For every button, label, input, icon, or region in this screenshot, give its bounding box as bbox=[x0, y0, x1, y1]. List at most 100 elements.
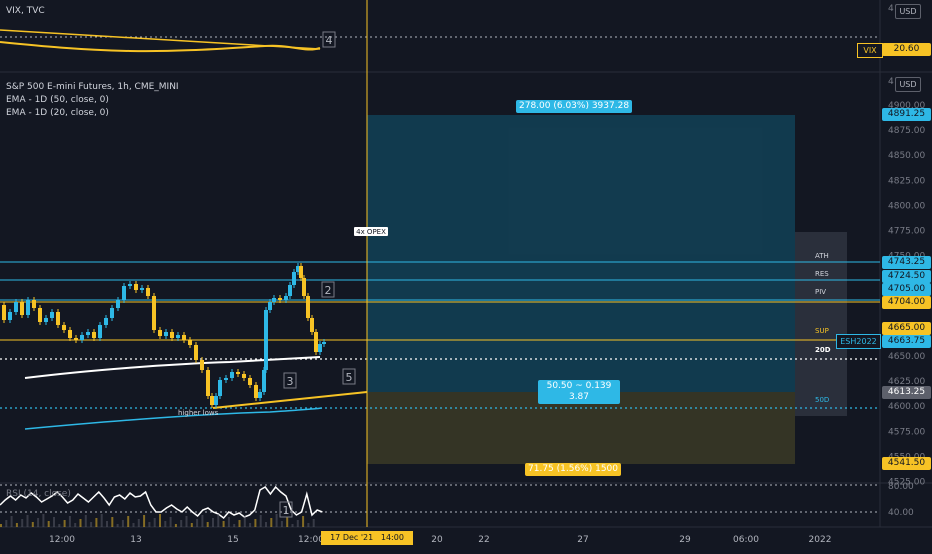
wave-marker-5[interactable]: 5 bbox=[342, 368, 356, 385]
time-axis-label: 13 bbox=[130, 535, 141, 545]
time-axis-label: 29 bbox=[679, 535, 691, 545]
candle bbox=[310, 318, 314, 332]
candle bbox=[214, 396, 218, 405]
profit-zone[interactable] bbox=[367, 115, 795, 392]
price-label-4665: 4665.00 bbox=[882, 322, 931, 335]
candle bbox=[224, 378, 228, 380]
volume-bar bbox=[31, 522, 34, 527]
main-axis-top-label: 4 bbox=[888, 77, 894, 87]
volume-bar bbox=[270, 518, 273, 527]
volume-bar bbox=[286, 517, 289, 527]
price-label-4541: 4541.50 bbox=[882, 457, 931, 470]
vix-last-price: 20.60 bbox=[882, 43, 931, 56]
volume-bar bbox=[143, 515, 146, 527]
volume-bar bbox=[227, 517, 230, 527]
candle bbox=[258, 392, 262, 398]
volume-bar bbox=[95, 518, 98, 527]
volume-bar bbox=[79, 519, 82, 527]
volume-bar bbox=[26, 515, 29, 527]
volume-bar bbox=[0, 524, 2, 527]
price-axis-tick: 4650.00 bbox=[888, 352, 925, 362]
volume-bar bbox=[21, 519, 24, 527]
price-axis-tick: 4575.00 bbox=[888, 427, 925, 437]
position-center-label[interactable]: 50.50 ~ 0.139 3.87 bbox=[538, 380, 620, 404]
candle bbox=[170, 332, 174, 338]
candle bbox=[110, 308, 114, 318]
volume-bar bbox=[275, 514, 278, 527]
main-currency-button[interactable]: USD bbox=[895, 77, 921, 92]
crosshair-time-label: 17 Dec '21 14:00 bbox=[321, 531, 413, 545]
candle bbox=[292, 272, 296, 285]
candle bbox=[20, 302, 24, 315]
volume-bar bbox=[185, 516, 188, 527]
time-axis[interactable]: 12:00 13 15 12:00 20 22 27 29 06:00 2022 bbox=[49, 535, 831, 545]
price-label-4704: 4704.00 bbox=[882, 296, 931, 309]
wave-marker-2[interactable]: 2 bbox=[321, 281, 335, 298]
candle bbox=[314, 332, 318, 352]
price-axis-tick: 4775.00 bbox=[888, 227, 925, 237]
volume-bar bbox=[254, 519, 257, 527]
candle bbox=[32, 300, 36, 308]
svg-text:3: 3 bbox=[287, 375, 294, 388]
wave-marker-1[interactable]: 1 bbox=[279, 501, 293, 518]
candle bbox=[182, 335, 186, 340]
indicator-ema-50[interactable]: EMA - 1D (50, close, 0) bbox=[6, 95, 109, 105]
stop-loss-label[interactable]: 71.75 (1.56%) 1500 bbox=[525, 463, 622, 476]
time-axis-label: 06:00 bbox=[733, 535, 759, 545]
volume-bar bbox=[238, 520, 241, 527]
position-center-line2: 3.87 bbox=[568, 392, 590, 402]
wave-marker-3[interactable]: 3 bbox=[283, 372, 297, 389]
wave-marker-4[interactable]: 4 bbox=[322, 31, 336, 48]
time-axis-label: 22 bbox=[478, 535, 489, 545]
volume-bar bbox=[100, 514, 103, 527]
volume-bar bbox=[63, 520, 66, 527]
price-axis-tick: 4800.00 bbox=[888, 201, 925, 211]
stop-zone[interactable] bbox=[367, 392, 795, 464]
higher-lows-trendline[interactable] bbox=[212, 391, 368, 409]
candle bbox=[230, 372, 234, 378]
higher-lows-label[interactable]: higher lows bbox=[178, 409, 219, 417]
volume-bar bbox=[164, 521, 167, 527]
volume-bar bbox=[302, 516, 305, 527]
candle bbox=[122, 286, 126, 300]
price-axis-tick: 4625.00 bbox=[888, 377, 925, 387]
volume-bar bbox=[307, 523, 310, 527]
candle bbox=[56, 312, 60, 325]
candle bbox=[262, 370, 266, 392]
opex-label[interactable]: 4x OPEX bbox=[354, 227, 388, 236]
volume-bar bbox=[37, 518, 40, 527]
volume-bar bbox=[212, 518, 214, 527]
candle bbox=[206, 370, 210, 396]
vix-currency-button[interactable]: USD bbox=[895, 4, 921, 19]
candle bbox=[272, 298, 276, 302]
candle bbox=[264, 310, 268, 370]
candle bbox=[254, 385, 258, 398]
svg-text:1: 1 bbox=[283, 504, 290, 517]
volume-bar bbox=[74, 523, 77, 527]
candle bbox=[80, 335, 84, 340]
price-label-4613: 4613.25 bbox=[882, 386, 931, 399]
time-axis-label: 12:00 bbox=[298, 535, 324, 545]
candle bbox=[248, 378, 252, 385]
time-axis-label: 20 bbox=[431, 535, 443, 545]
volume-bar bbox=[42, 514, 45, 527]
ema-20 bbox=[24, 407, 323, 430]
volume-bar bbox=[291, 524, 294, 527]
svg-text:4x OPEX: 4x OPEX bbox=[356, 228, 386, 236]
candle bbox=[242, 374, 246, 378]
candle bbox=[268, 302, 272, 310]
volume-bar bbox=[201, 515, 204, 527]
volume-bar bbox=[196, 519, 199, 527]
candle bbox=[210, 396, 214, 405]
price-axis-tick: 4850.00 bbox=[888, 151, 925, 161]
rsi-tick-80: 80.00 bbox=[888, 482, 914, 492]
profit-target-label[interactable]: 278.00 (6.03%) 3937.28 bbox=[516, 100, 633, 113]
candle bbox=[104, 318, 108, 325]
indicator-ema-20[interactable]: EMA - 1D (20, close, 0) bbox=[6, 108, 109, 118]
vix-pane-title: VIX, TVC bbox=[6, 6, 45, 16]
price-axis-tick: 4825.00 bbox=[888, 176, 925, 186]
level-tag-20d: 20D bbox=[815, 346, 831, 354]
candle bbox=[318, 344, 322, 352]
vix-trendline[interactable] bbox=[0, 29, 321, 50]
vix-symbol-tag: VIX bbox=[857, 43, 883, 58]
